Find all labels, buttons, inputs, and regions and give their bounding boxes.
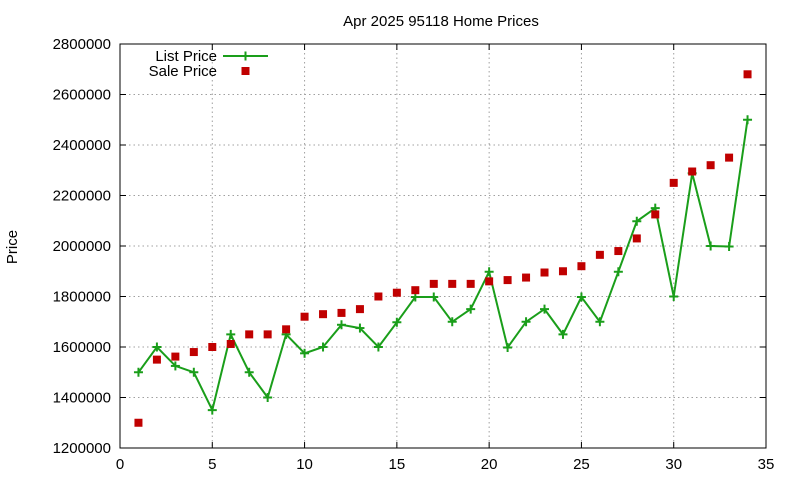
sale-price-point: [688, 167, 697, 176]
sale-price-point: [282, 325, 291, 334]
x-tick-label: 20: [481, 456, 498, 473]
sale-price-point: [706, 161, 715, 170]
sale-price-point: [522, 273, 531, 282]
y-tick-label: 2000000: [53, 238, 111, 255]
y-tick-label: 2800000: [53, 36, 111, 53]
y-tick-label: 1200000: [53, 440, 111, 457]
list-price-point: [521, 317, 531, 327]
sale-price-point: [300, 312, 309, 321]
sale-price-point: [337, 308, 346, 317]
sale-price-point: [152, 355, 161, 364]
sale-price-point: [171, 352, 180, 361]
legend-label-list-price: List Price: [155, 48, 217, 65]
list-price-point: [706, 241, 716, 251]
sale-price-point: [577, 262, 586, 271]
chart-title: Apr 2025 95118 Home Prices: [343, 13, 539, 30]
y-tick-label: 2600000: [53, 87, 111, 104]
list-price-point: [152, 342, 162, 352]
sale-price-point: [485, 277, 494, 286]
x-tick-label: 5: [208, 456, 216, 473]
y-axis-label: Price: [4, 230, 21, 264]
list-price-point: [133, 367, 143, 377]
list-price-point: [576, 292, 586, 302]
sale-price-point: [651, 210, 660, 219]
list-price-point: [373, 342, 383, 352]
series-layer: [133, 70, 753, 427]
sale-price-point: [263, 330, 272, 339]
sale-price-point: [540, 268, 549, 277]
sale-price-point: [466, 279, 475, 288]
list-price-point: [724, 242, 734, 252]
list-price-point: [300, 348, 310, 358]
sale-price-point: [595, 250, 604, 259]
list-price-point: [484, 267, 494, 277]
sale-price-point: [245, 330, 254, 339]
list-price-point: [632, 216, 642, 226]
legend-marker-sale-price: [241, 67, 250, 75]
y-tick-label: 1800000: [53, 289, 111, 306]
list-price-point: [503, 343, 513, 353]
legend-label-sale-price: Sale Price: [149, 63, 217, 80]
x-tick-label: 25: [573, 456, 590, 473]
x-tick-label: 30: [665, 456, 682, 473]
list-price-point: [595, 317, 605, 327]
list-price-point: [669, 292, 679, 301]
sale-price-point: [374, 292, 383, 301]
y-tick-label: 2400000: [53, 137, 111, 154]
sale-price-point: [743, 70, 752, 79]
sale-price-point: [392, 288, 401, 297]
list-price-point: [466, 304, 476, 314]
list-price-point: [447, 317, 457, 327]
x-tick-label: 35: [758, 456, 775, 473]
sale-price-point: [669, 178, 678, 187]
sale-price-point: [614, 247, 623, 256]
list-price-point: [318, 342, 328, 352]
sale-price-point: [208, 343, 217, 351]
sale-price-point: [134, 418, 143, 427]
legend-marker-list-price: [241, 51, 250, 61]
sale-price-point: [411, 286, 420, 295]
list-price-point: [226, 329, 236, 339]
sale-price-point: [558, 267, 567, 276]
x-tick-label: 10: [296, 456, 313, 473]
list-price-point: [613, 267, 623, 277]
sale-price-point: [226, 339, 235, 348]
x-tick-label: 0: [116, 456, 124, 473]
sale-price-point: [319, 310, 328, 319]
y-tick-label: 1400000: [53, 390, 111, 407]
axis-ticks: 0 5 10 15 20 25 30 35 1200000 1400000 1600000 18000…: [53, 36, 775, 473]
list-price-point: [355, 323, 365, 333]
list-price-point: [170, 361, 180, 371]
list-price-point: [540, 304, 550, 314]
sale-price-point: [189, 348, 198, 357]
list-price-point: [244, 367, 254, 377]
legend: List Price Sale Price: [149, 48, 268, 80]
y-tick-label: 2200000: [53, 188, 111, 205]
sale-price-point: [448, 279, 457, 288]
sale-price-point: [355, 305, 364, 314]
y-tick-label: 1600000: [53, 339, 111, 356]
list-price-point: [743, 115, 753, 125]
x-tick-label: 15: [389, 456, 406, 473]
sale-price-point: [632, 234, 641, 243]
list-price-point: [558, 329, 568, 339]
list-price-line: [137, 119, 749, 414]
list-price-point: [392, 317, 402, 327]
sale-price-point: [429, 279, 438, 288]
sale-price-point: [503, 276, 512, 285]
sale-price-point: [725, 153, 734, 162]
list-price-point: [207, 405, 217, 415]
list-price-point: [429, 292, 439, 302]
list-price-point: [336, 320, 346, 330]
list-price-point: [189, 367, 199, 377]
list-price-point: [263, 393, 273, 402]
